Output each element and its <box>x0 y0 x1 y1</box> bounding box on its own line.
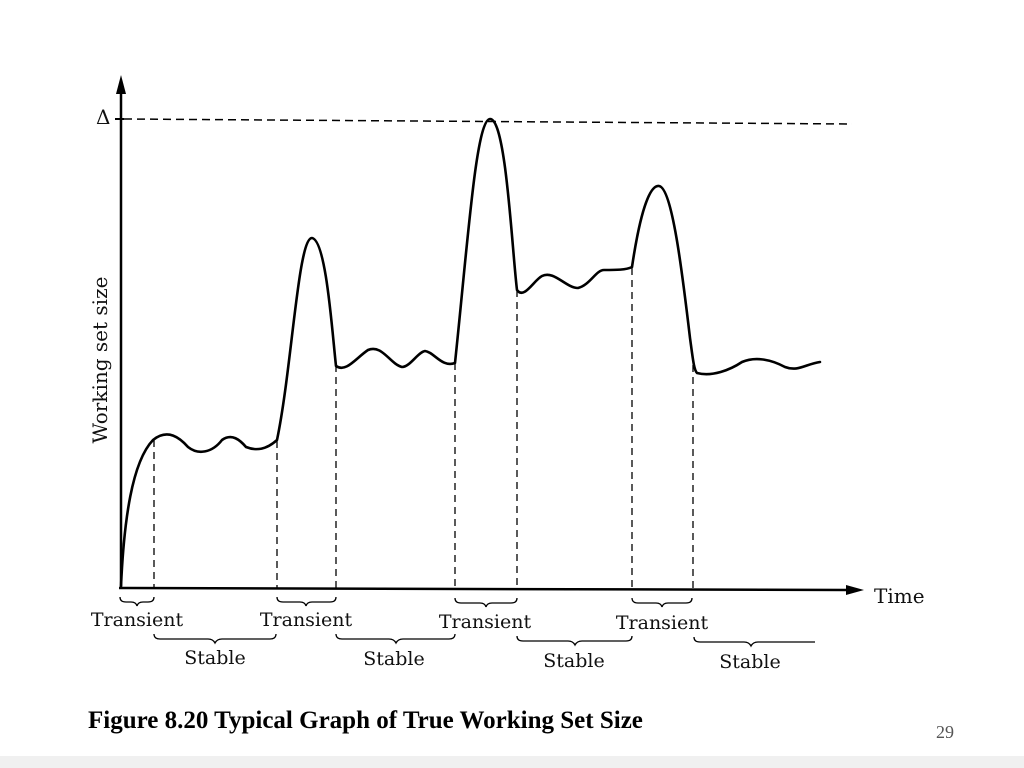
x-axis <box>118 586 851 592</box>
phase-label-stable: Stable <box>719 651 780 673</box>
transient-brace <box>454 597 518 608</box>
phase-label-stable: Stable <box>363 648 424 670</box>
transient-brace <box>119 596 155 607</box>
page-number: 29 <box>936 722 954 742</box>
phase-label-transient: Transient <box>91 609 184 631</box>
working-set-curve <box>119 117 822 588</box>
phase-label-transient: Transient <box>260 609 353 631</box>
stable-brace <box>335 633 456 645</box>
transient-brace <box>631 597 693 608</box>
delta-marker: Δ <box>96 105 110 129</box>
phase-label-stable: Stable <box>543 650 604 672</box>
x-axis-title: Time <box>874 584 925 608</box>
phase-braces <box>119 596 815 648</box>
figure-caption: Figure 8.20 Typical Graph of True Workin… <box>88 707 643 734</box>
transient-brace <box>276 596 337 607</box>
phase-label-transient: Transient <box>616 612 709 634</box>
stable-brace <box>693 636 815 648</box>
phase-boundaries <box>153 268 694 591</box>
phase-label-stable: Stable <box>184 647 245 669</box>
x-axis-arrowhead <box>846 585 864 595</box>
y-axis-arrowhead <box>116 75 126 94</box>
y-axis-title: Working set size <box>88 277 112 444</box>
phase-label-transient: Transient <box>439 611 532 633</box>
stable-brace <box>516 635 633 647</box>
stable-brace <box>153 633 277 645</box>
slide-bottom-bar <box>0 756 1024 768</box>
